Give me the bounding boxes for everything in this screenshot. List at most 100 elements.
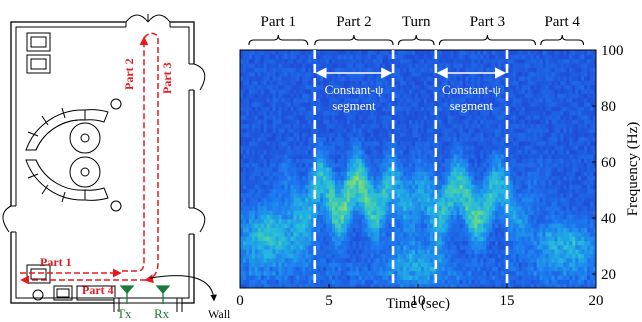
heatmap-cell xyxy=(432,197,437,203)
heatmap-cell xyxy=(337,166,342,172)
heatmap-cell xyxy=(465,140,470,146)
heatmap-cell xyxy=(367,249,372,254)
heatmap-cell xyxy=(240,249,244,254)
heatmap-cell xyxy=(495,149,499,155)
heatmap-cell xyxy=(474,136,478,142)
heatmap-cell xyxy=(453,188,458,194)
heatmap-cell xyxy=(317,283,321,288)
heatmap-cell xyxy=(370,270,375,276)
heatmap-cell xyxy=(492,253,496,259)
heatmap-cell xyxy=(337,158,342,164)
heatmap-cell xyxy=(331,236,336,241)
heatmap-cell xyxy=(269,84,274,90)
heatmap-cell xyxy=(311,54,315,60)
heatmap-cell xyxy=(242,123,247,129)
heatmap-cell xyxy=(370,119,375,125)
heatmap-cell xyxy=(263,58,268,64)
heatmap-cell xyxy=(308,54,312,60)
heatmap-cell xyxy=(474,236,478,241)
heatmap-cell xyxy=(251,136,256,142)
heatmap-cell xyxy=(429,244,434,250)
heatmap-cell xyxy=(373,88,378,94)
heatmap-cell xyxy=(489,188,493,194)
heatmap-cell xyxy=(438,283,443,288)
heatmap-cell xyxy=(379,218,383,224)
heatmap-cell xyxy=(492,149,496,155)
heatmap-cell xyxy=(254,80,259,86)
heatmap-cell xyxy=(474,123,478,129)
heatmap-cell xyxy=(406,75,410,81)
heatmap-cell xyxy=(305,106,309,112)
heatmap-cell xyxy=(248,175,253,181)
heatmap-cell xyxy=(257,166,262,172)
heatmap-cell xyxy=(346,210,351,216)
heatmap-cell xyxy=(305,227,309,233)
heatmap-cell xyxy=(462,119,467,125)
heatmap-cell xyxy=(486,179,490,185)
heatmap-cell xyxy=(489,149,493,155)
heatmap-cell xyxy=(415,197,419,203)
heatmap-cell xyxy=(397,162,401,168)
heatmap-cell xyxy=(426,262,431,267)
heatmap-cell xyxy=(275,223,280,229)
heatmap-cell xyxy=(432,214,437,220)
heatmap-cell xyxy=(299,166,303,172)
heatmap-cell xyxy=(492,50,496,55)
heatmap-cell xyxy=(507,270,511,276)
heatmap-cell xyxy=(456,132,461,138)
heatmap-cell xyxy=(260,97,265,103)
heatmap-cell xyxy=(263,192,268,198)
heatmap-cell xyxy=(453,171,458,177)
heatmap-cell xyxy=(483,62,487,68)
heatmap-cell xyxy=(361,136,366,142)
heatmap-cell xyxy=(272,214,277,220)
heatmap-cell xyxy=(426,184,431,190)
heatmap-cell xyxy=(323,158,327,164)
heatmap-cell xyxy=(254,50,259,55)
heatmap-cell xyxy=(343,140,348,146)
heatmap-cell xyxy=(242,184,247,190)
heatmap-cell xyxy=(275,123,280,129)
heatmap-cell xyxy=(373,132,378,138)
heatmap-cell xyxy=(477,145,481,151)
heatmap-cell xyxy=(456,88,461,94)
heatmap-cell xyxy=(320,279,324,285)
heatmap-cell xyxy=(296,266,300,272)
heatmap-cell xyxy=(329,158,333,164)
heatmap-cell xyxy=(415,153,419,159)
heatmap-cell xyxy=(492,179,496,185)
heatmap-cell xyxy=(438,80,443,86)
heatmap-cell xyxy=(501,158,505,164)
heatmap-cell xyxy=(429,153,434,159)
heatmap-cell xyxy=(278,275,283,280)
heatmap-cell xyxy=(468,93,472,99)
heatmap-cell xyxy=(349,240,354,246)
heatmap-cell xyxy=(364,275,369,280)
heatmap-cell xyxy=(450,275,455,280)
heatmap-cell xyxy=(290,145,294,151)
heatmap-cell xyxy=(406,84,410,90)
heatmap-cell xyxy=(260,84,265,90)
heatmap-cell xyxy=(385,119,389,125)
heatmap-cell xyxy=(480,197,484,203)
heatmap-cell xyxy=(302,93,306,99)
heatmap-cell xyxy=(296,97,300,103)
heatmap-cell xyxy=(317,119,321,125)
heatmap-cell xyxy=(403,97,407,103)
heatmap-cell xyxy=(272,119,277,125)
heatmap-cell xyxy=(317,244,321,250)
heatmap-cell xyxy=(349,175,354,181)
heatmap-cell xyxy=(412,75,416,81)
heatmap-cell xyxy=(337,283,342,288)
room-outer-wall xyxy=(10,21,195,304)
heatmap-cell xyxy=(278,223,283,229)
heatmap-cell xyxy=(468,175,472,181)
heatmap-cell xyxy=(334,97,339,103)
heatmap-cell xyxy=(257,97,262,103)
heatmap-cell xyxy=(373,179,378,185)
heatmap-cell xyxy=(349,275,354,280)
heatmap-cell xyxy=(346,218,351,224)
heatmap-cell xyxy=(462,58,467,64)
heatmap-cell xyxy=(379,97,383,103)
heatmap-cell xyxy=(278,214,283,220)
